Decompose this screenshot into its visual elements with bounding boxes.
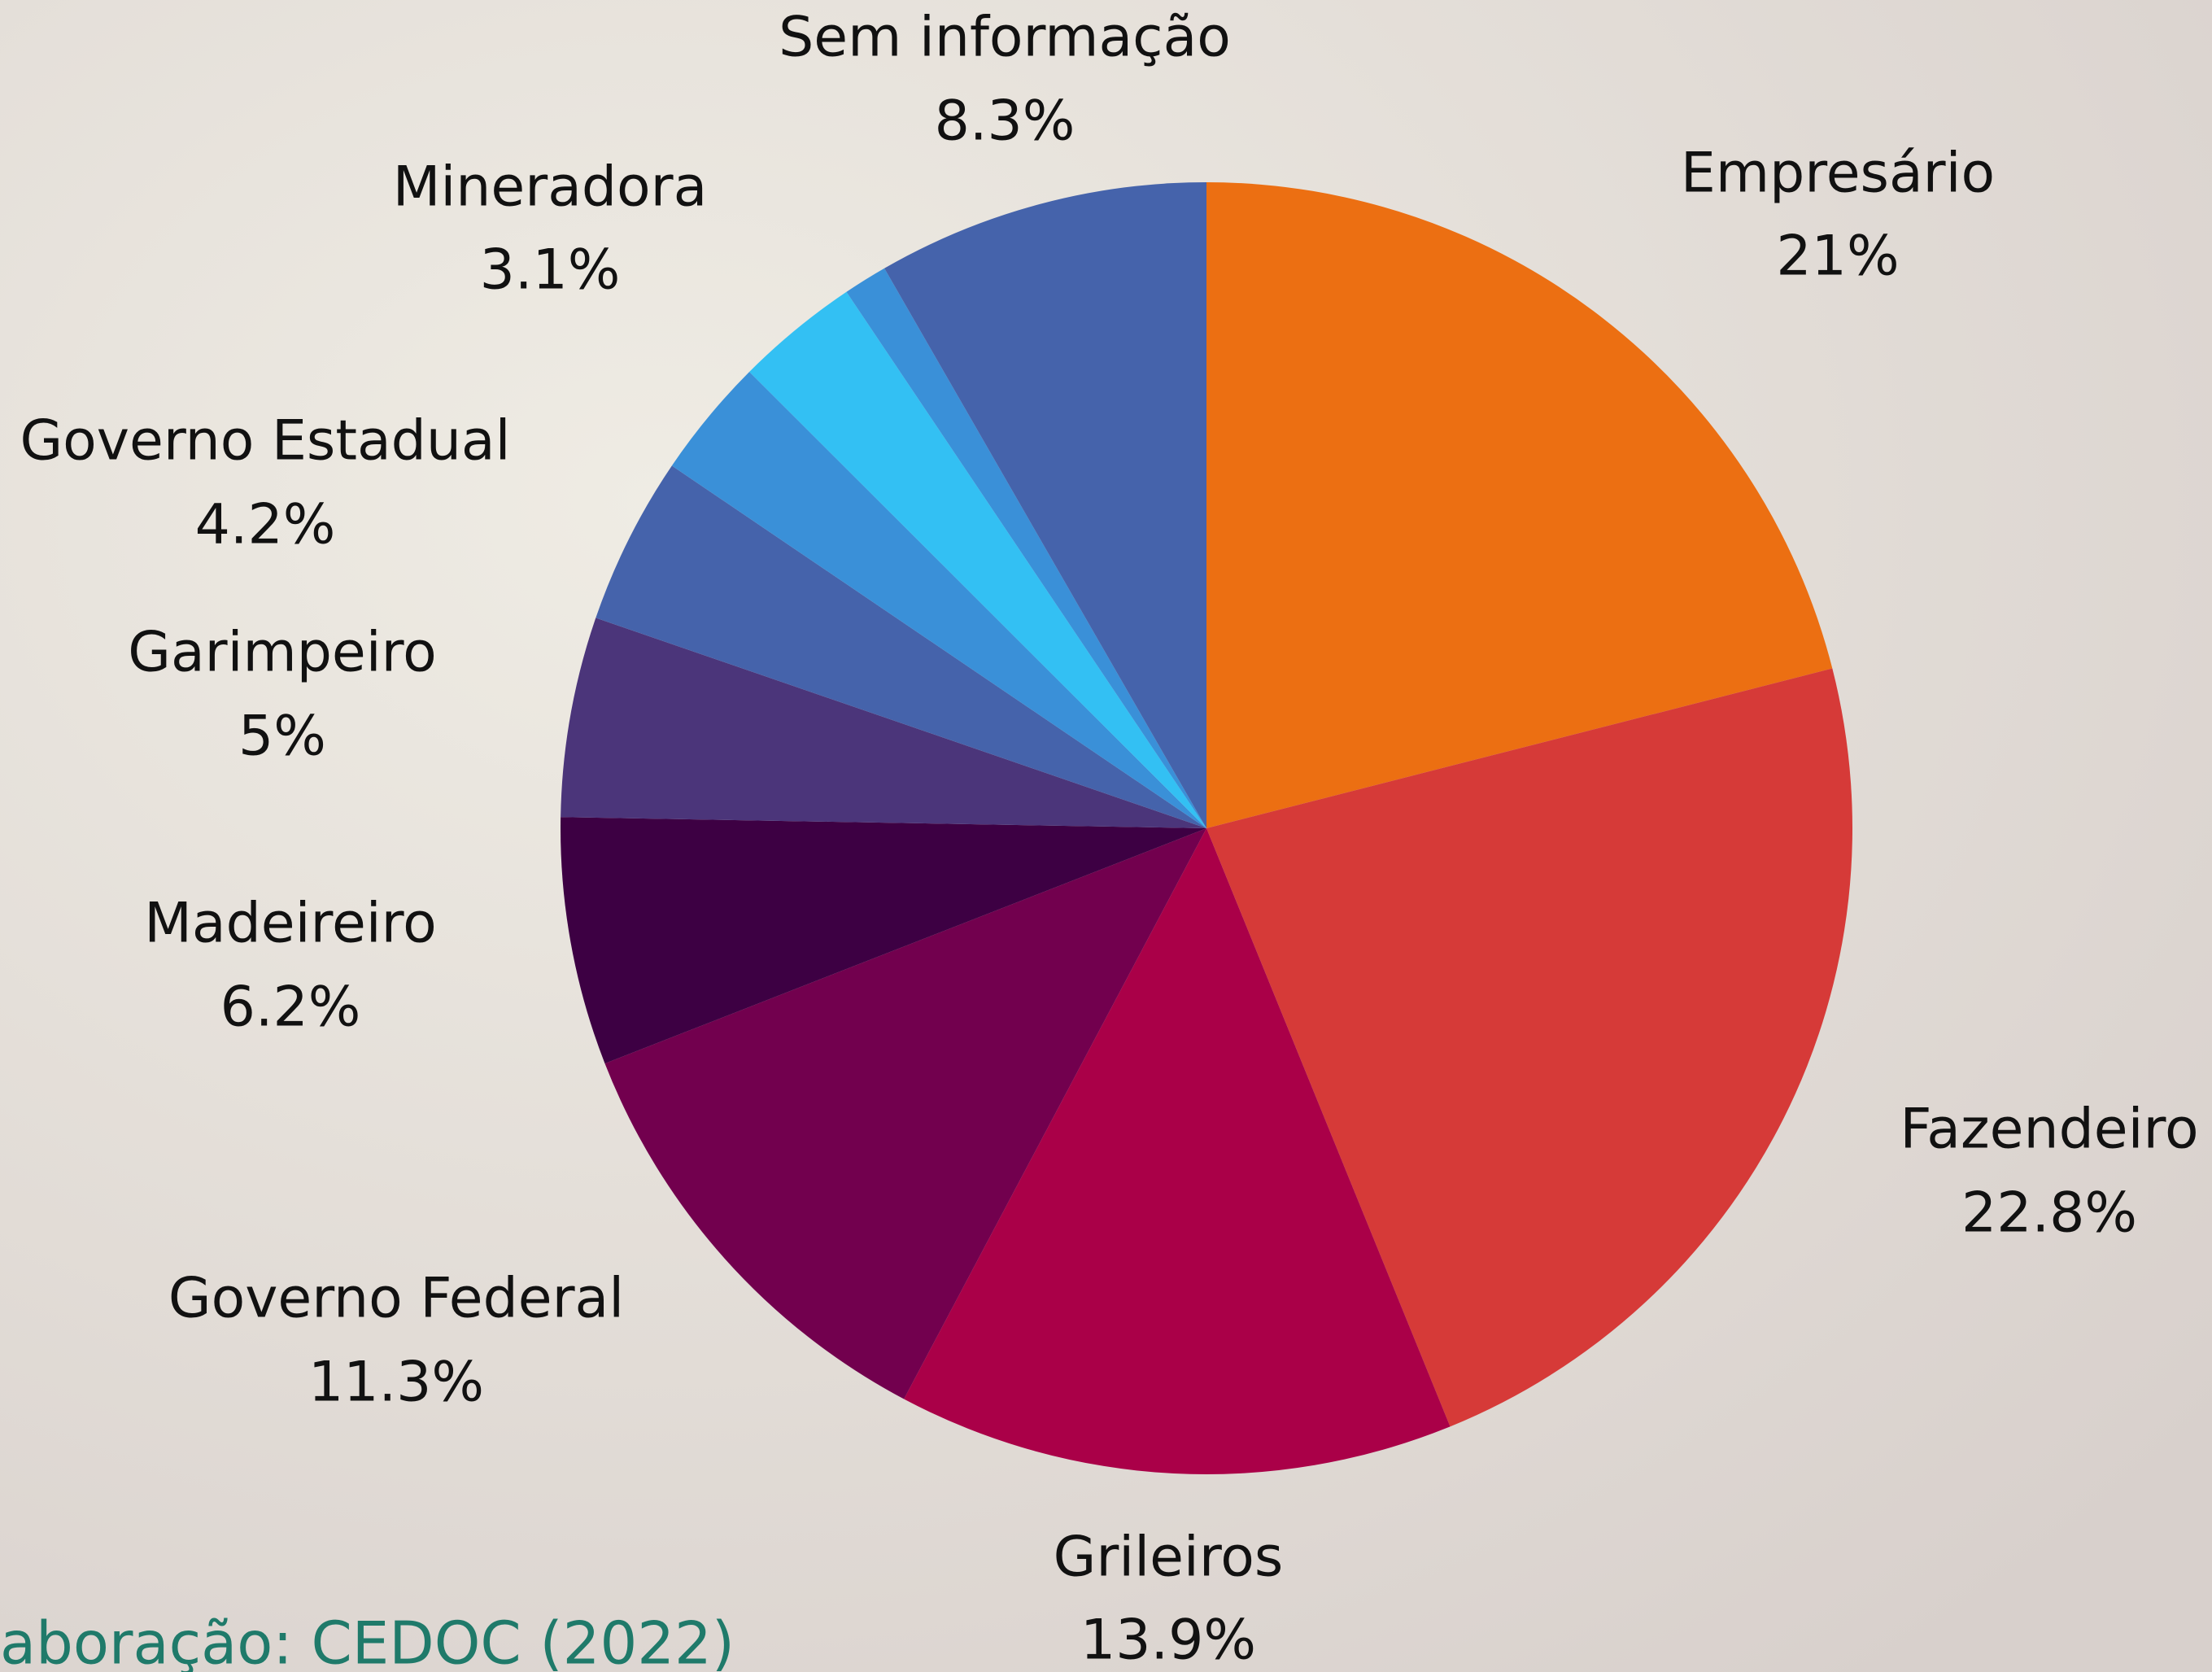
pie <box>561 182 1852 1474</box>
value-label: 21% <box>1776 225 1899 289</box>
source: aboração: CEDOC (2022) <box>0 1609 735 1672</box>
pie-slice <box>1206 182 1833 828</box>
value-label: 5% <box>238 705 326 769</box>
pie-slice <box>1206 668 1852 1427</box>
pie-slice <box>596 465 1206 828</box>
value-label: 22.8% <box>1961 1181 2137 1246</box>
value-label: 8.3% <box>935 89 1075 154</box>
value-label: 13.9% <box>1080 1609 1256 1672</box>
slice-label: Empresário <box>1681 142 1995 206</box>
pie-slice <box>561 618 1206 828</box>
slice-label: Governo Federal <box>168 1267 624 1331</box>
pie-slice <box>604 828 1206 1399</box>
pie-slice <box>749 291 1206 828</box>
slice-label: Mineradora <box>393 155 708 220</box>
pie-slice <box>884 182 1206 828</box>
slice-label: Madeireiro <box>144 892 437 956</box>
pie-slice <box>846 268 1206 828</box>
slice-label: Sem informação <box>779 6 1231 70</box>
value-label: 11.3% <box>308 1351 484 1415</box>
value-label: 6.2% <box>220 976 361 1040</box>
slice-label: Grileiros <box>1054 1526 1284 1590</box>
value-label: 4.2% <box>195 493 336 557</box>
pie-slice <box>904 828 1451 1474</box>
slice-label: Garimpeiro <box>128 621 436 685</box>
labels: Empresário 21% Fazendeiro 22.8% Grileiros 13.… <box>20 6 2198 1672</box>
pie-slice <box>561 817 1206 1064</box>
value-label: 3.1% <box>480 238 621 303</box>
slice-label: Governo Estadual <box>20 409 510 474</box>
pie-slice <box>671 371 1206 828</box>
slice-label: Fazendeiro <box>1900 1098 2198 1162</box>
